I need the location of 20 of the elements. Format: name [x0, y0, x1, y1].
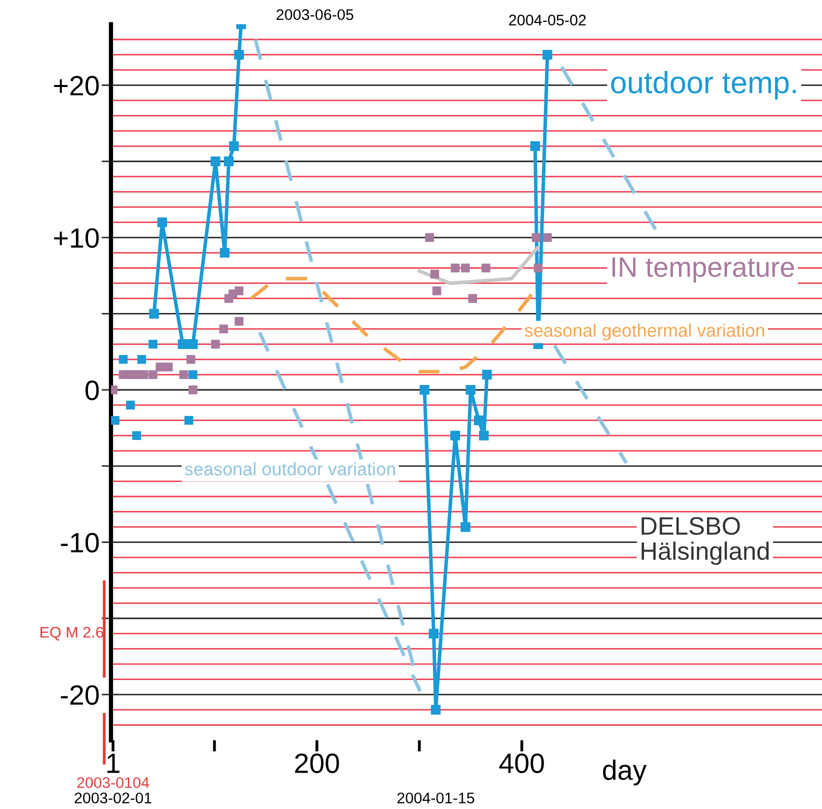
x-tick-label: 400	[499, 753, 544, 774]
y-tick-label: -10	[60, 532, 99, 553]
y-tick-label: 0	[85, 380, 99, 400]
series-label: outdoor temp.	[611, 70, 796, 100]
text: 2004-01-15	[397, 792, 474, 804]
x-tick-label: 1	[107, 754, 120, 773]
y-tick-label: +20	[54, 76, 99, 96]
annotation: 2004-05-02	[509, 14, 586, 26]
annotation: 2003-06-05	[276, 9, 354, 20]
text: 2003-02-01	[74, 792, 152, 804]
series-label: seasonal geothermal variation	[524, 324, 764, 340]
text: 2003-0104	[77, 777, 150, 788]
annotation: DELSBO Hälsingland	[642, 517, 769, 565]
series-label: seasonal outdoor variation	[184, 462, 395, 476]
x-axis-title: day	[603, 760, 647, 786]
x-tick-label: 200	[295, 753, 339, 774]
y-tick-label: +10	[54, 228, 99, 248]
y-tick-label: -20	[60, 685, 99, 705]
text: EQ M 2.6	[40, 626, 104, 640]
text: IN temperature	[612, 258, 794, 282]
